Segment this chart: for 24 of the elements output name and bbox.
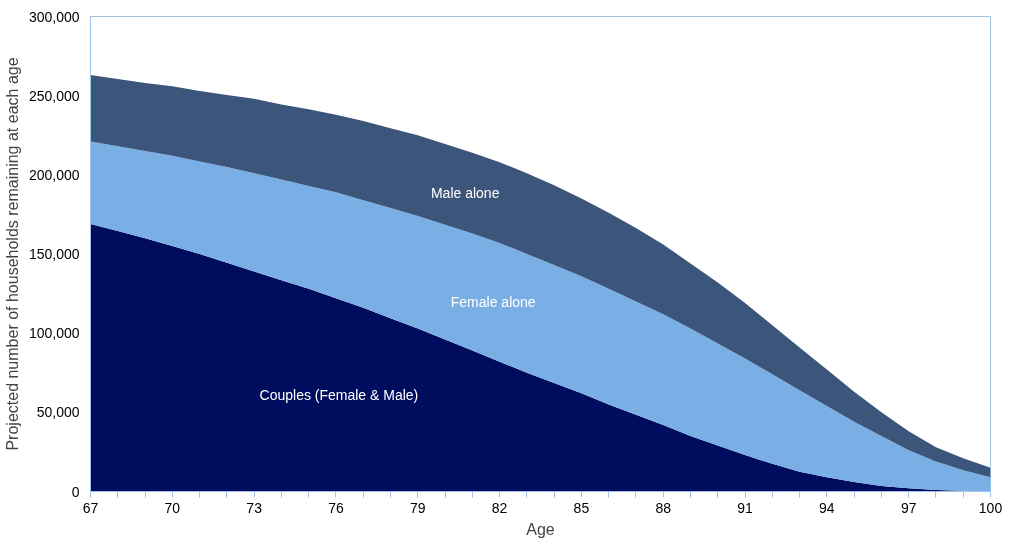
y-tick-label: 200,000 bbox=[28, 166, 80, 183]
series-label: Male alone bbox=[430, 185, 500, 202]
x-axis-title: Age bbox=[526, 520, 555, 538]
x-tick-label: 97 bbox=[900, 499, 917, 516]
x-tick-label: 67 bbox=[82, 499, 99, 516]
x-tick-label: 94 bbox=[819, 499, 835, 516]
series-label: Couples (Female & Male) bbox=[259, 386, 419, 403]
y-axis-title: Projected number of households remaining at each age bbox=[3, 57, 21, 451]
series-label: Female alone bbox=[450, 294, 536, 311]
x-tick-label: 91 bbox=[737, 499, 754, 516]
x-tick-label: 88 bbox=[655, 499, 672, 516]
y-tick-label: 100,000 bbox=[28, 325, 80, 342]
x-tick-label: 79 bbox=[409, 499, 426, 516]
y-tick-label: 0 bbox=[71, 483, 80, 500]
x-tick-label: 76 bbox=[328, 499, 344, 516]
x-tick-label: 85 bbox=[573, 499, 590, 516]
x-tick-label: 73 bbox=[246, 499, 263, 516]
y-tick-label: 300,000 bbox=[28, 8, 80, 25]
x-tick-label: 70 bbox=[164, 499, 181, 516]
y-tick-label: 150,000 bbox=[28, 246, 80, 262]
y-tick-label: 250,000 bbox=[28, 87, 80, 104]
x-tick-label: 100 bbox=[978, 499, 1003, 516]
x-tick-label: 82 bbox=[491, 499, 508, 516]
y-tick-label: 50,000 bbox=[36, 404, 80, 421]
